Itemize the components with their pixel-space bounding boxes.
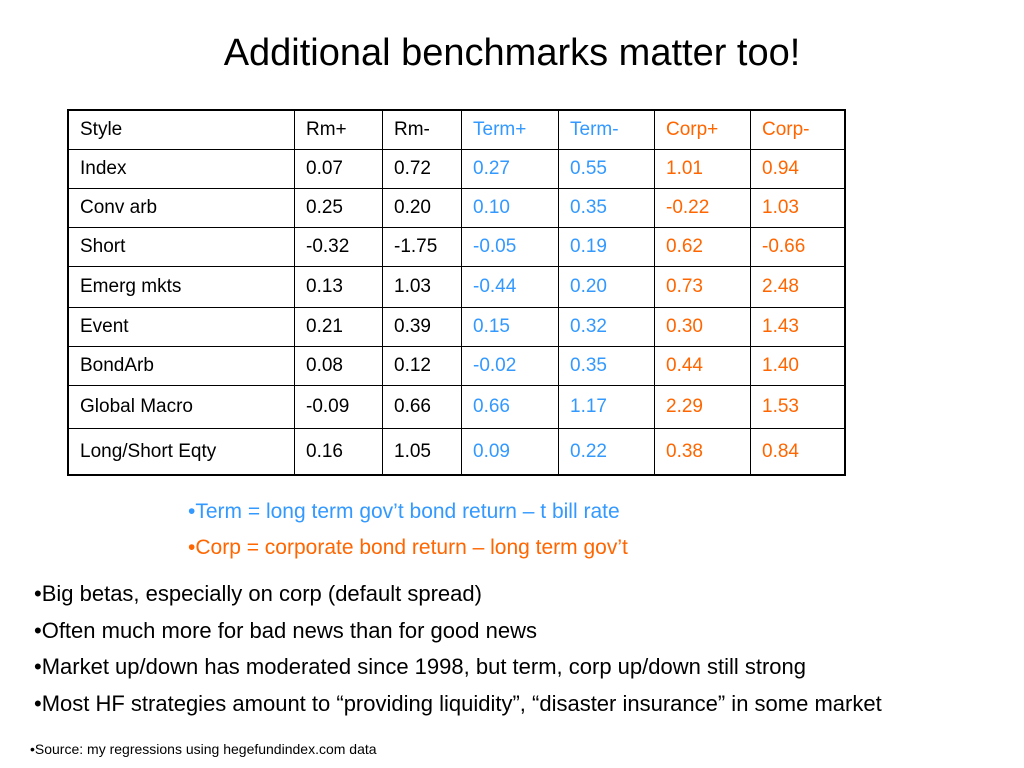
row-corp-minus: -0.66 — [750, 227, 846, 267]
row-corp-minus: 1.03 — [750, 188, 846, 228]
slide-title: Additional benchmarks matter too! — [223, 32, 801, 74]
row-style: Short — [67, 227, 295, 267]
table-row: Short -0.32 -1.75 -0.05 0.19 0.62 -0.66 — [67, 227, 846, 267]
row-rm-plus: -0.32 — [294, 227, 383, 267]
row-term-plus: 0.27 — [461, 149, 559, 189]
row-corp-minus: 1.43 — [750, 307, 846, 347]
row-term-minus: 0.32 — [558, 307, 655, 347]
table-row: Long/Short Eqty 0.16 1.05 0.09 0.22 0.38… — [67, 428, 846, 476]
row-rm-minus: 0.20 — [382, 188, 462, 228]
row-corp-plus: 0.62 — [654, 227, 751, 267]
table-row: Emerg mkts 0.13 1.03 -0.44 0.20 0.73 2.4… — [67, 266, 846, 308]
table-row: Conv arb 0.25 0.20 0.10 0.35 -0.22 1.03 — [67, 188, 846, 228]
row-corp-minus: 0.94 — [750, 149, 846, 189]
row-corp-plus: 0.30 — [654, 307, 751, 347]
bullet-item: •Big betas, especially on corp (default … — [34, 581, 482, 606]
row-term-plus: 0.15 — [461, 307, 559, 347]
row-rm-minus: 1.05 — [382, 428, 462, 476]
row-corp-minus: 1.53 — [750, 385, 846, 429]
row-term-minus: 1.17 — [558, 385, 655, 429]
header-term-plus: Term+ — [461, 109, 559, 150]
row-term-minus: 0.20 — [558, 266, 655, 308]
row-rm-minus: 0.72 — [382, 149, 462, 189]
row-rm-plus: -0.09 — [294, 385, 383, 429]
row-term-plus: -0.05 — [461, 227, 559, 267]
table-row: Global Macro -0.09 0.66 0.66 1.17 2.29 1… — [67, 385, 846, 429]
row-style: Emerg mkts — [67, 266, 295, 308]
source-note: •Source: my regressions using hegefundin… — [30, 741, 377, 757]
row-corp-plus: 0.44 — [654, 346, 751, 386]
table-row: Event 0.21 0.39 0.15 0.32 0.30 1.43 — [67, 307, 846, 347]
row-term-plus: 0.10 — [461, 188, 559, 228]
table-header-row: Style Rm+ Rm- Term+ Term- Corp+ Corp- — [67, 109, 846, 150]
row-style: Conv arb — [67, 188, 295, 228]
header-rm-minus: Rm- — [382, 109, 462, 150]
row-rm-minus: 0.12 — [382, 346, 462, 386]
row-corp-plus: 2.29 — [654, 385, 751, 429]
row-rm-plus: 0.13 — [294, 266, 383, 308]
row-corp-plus: 0.73 — [654, 266, 751, 308]
row-style: BondArb — [67, 346, 295, 386]
row-term-plus: 0.66 — [461, 385, 559, 429]
row-term-minus: 0.35 — [558, 346, 655, 386]
row-term-minus: 0.55 — [558, 149, 655, 189]
row-style: Event — [67, 307, 295, 347]
row-style: Global Macro — [67, 385, 295, 429]
row-style: Index — [67, 149, 295, 189]
row-corp-plus: -0.22 — [654, 188, 751, 228]
header-corp-plus: Corp+ — [654, 109, 751, 150]
row-style: Long/Short Eqty — [67, 428, 295, 476]
bullet-item: •Often much more for bad news than for g… — [34, 617, 537, 643]
row-term-plus: 0.09 — [461, 428, 559, 476]
term-definition: •Term = long term gov’t bond return – t … — [188, 500, 620, 523]
benchmark-betas-table: Style Rm+ Rm- Term+ Term- Corp+ Corp- In… — [67, 109, 846, 476]
row-term-plus: -0.44 — [461, 266, 559, 308]
row-corp-minus: 2.48 — [750, 266, 846, 308]
header-style: Style — [67, 109, 295, 150]
corp-definition: •Corp = corporate bond return – long ter… — [188, 536, 628, 559]
row-rm-minus: 0.66 — [382, 385, 462, 429]
row-corp-plus: 1.01 — [654, 149, 751, 189]
row-rm-plus: 0.21 — [294, 307, 383, 347]
row-rm-plus: 0.16 — [294, 428, 383, 476]
table-row: Index 0.07 0.72 0.27 0.55 1.01 0.94 — [67, 149, 846, 189]
row-term-plus: -0.02 — [461, 346, 559, 386]
header-term-minus: Term- — [558, 109, 655, 150]
row-corp-minus: 0.84 — [750, 428, 846, 476]
header-rm-plus: Rm+ — [294, 109, 383, 150]
row-term-minus: 0.22 — [558, 428, 655, 476]
row-term-minus: 0.35 — [558, 188, 655, 228]
definitions: •Term = long term gov’t bond return – t … — [188, 494, 628, 566]
row-rm-minus: -1.75 — [382, 227, 462, 267]
row-rm-plus: 0.08 — [294, 346, 383, 386]
row-term-minus: 0.19 — [558, 227, 655, 267]
row-rm-plus: 0.07 — [294, 149, 383, 189]
row-rm-plus: 0.25 — [294, 188, 383, 228]
row-rm-minus: 0.39 — [382, 307, 462, 347]
row-rm-minus: 1.03 — [382, 266, 462, 308]
table-row: BondArb 0.08 0.12 -0.02 0.35 0.44 1.40 — [67, 346, 846, 386]
bullet-list: •Big betas, especially on corp (default … — [34, 576, 882, 722]
row-corp-plus: 0.38 — [654, 428, 751, 476]
header-corp-minus: Corp- — [750, 109, 846, 150]
bullet-item: •Market up/down has moderated since 1998… — [34, 654, 806, 679]
row-corp-minus: 1.40 — [750, 346, 846, 386]
bullet-item: •Most HF strategies amount to “providing… — [34, 690, 882, 716]
